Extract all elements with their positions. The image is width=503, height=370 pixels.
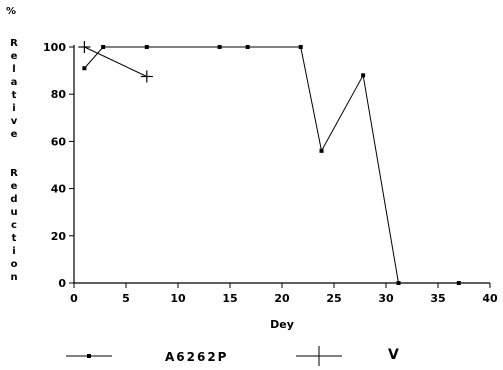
point-1-1 — [140, 70, 153, 83]
y-label-letter-2: l — [12, 64, 16, 75]
y-label-letter-10: e — [10, 181, 18, 192]
x-tick-label-5: 25 — [326, 292, 341, 305]
y-label-letter-17: n — [10, 272, 18, 283]
y-tick-label-2: 40 — [51, 183, 67, 196]
y-tick-label-4: 80 — [51, 88, 67, 101]
point-0-3 — [217, 45, 222, 49]
legend-marker-a6262p — [87, 354, 91, 358]
point-0-1 — [101, 45, 106, 49]
point-0-7 — [361, 73, 366, 78]
y-label-letter-11: d — [10, 194, 18, 205]
point-0-8 — [396, 281, 401, 285]
series-group — [78, 41, 461, 285]
legend-label-v: V — [388, 347, 401, 363]
x-ticks: 0 5 10 15 20 25 30 35 40 — [70, 283, 498, 305]
y-label-letter-5: i — [12, 103, 16, 114]
series-line-0 — [84, 46, 399, 284]
y-label-letter-14: t — [11, 233, 17, 244]
y-tick-label-0: 0 — [58, 277, 66, 290]
x-tick-label-0: 0 — [70, 292, 78, 305]
point-0-6 — [319, 148, 324, 153]
y-label-letter-13: c — [11, 220, 17, 231]
y-label-letter-3: a — [10, 77, 18, 88]
x-tick-label-7: 35 — [430, 292, 445, 305]
x-tick-label-6: 30 — [378, 292, 394, 305]
x-tick-label-1: 5 — [122, 292, 130, 305]
y-label-letter-16: o — [10, 259, 18, 270]
ylabel-unit: % — [6, 6, 17, 17]
y-label-letter-6: v — [10, 116, 18, 127]
y-tick-label-5: 100 — [43, 41, 66, 54]
series-line-1 — [84, 46, 148, 77]
x-tick-label-4: 20 — [274, 292, 290, 305]
point-0-9 — [456, 281, 461, 285]
x-axis-label: Dey — [270, 318, 294, 331]
y-ticks: 0 20 40 60 80 100 — [43, 41, 74, 290]
point-0-0 — [82, 66, 87, 71]
y-label-letter-15: i — [12, 246, 16, 257]
y-label-letter-12: u — [10, 207, 18, 218]
point-1-0 — [78, 41, 91, 53]
y-label-letter-4: t — [11, 90, 17, 101]
x-tick-label-3: 15 — [222, 292, 237, 305]
y-label-letter-9: R — [10, 168, 18, 179]
point-0-2 — [144, 45, 149, 49]
y-tick-label-3: 60 — [51, 135, 67, 148]
x-tick-label-2: 10 — [170, 292, 186, 305]
y-tick-label-1: 20 — [51, 230, 67, 243]
point-0-5 — [298, 45, 303, 49]
y-label-letter-7: e — [10, 129, 18, 140]
y-label-letter-1: e — [10, 51, 18, 62]
legend-label-a6262p: A6262P — [165, 350, 229, 364]
x-tick-label-8: 40 — [482, 292, 498, 305]
axes — [73, 45, 490, 284]
legend — [66, 346, 342, 366]
point-0-4 — [245, 45, 250, 49]
y-label-letter-0: R — [10, 38, 18, 49]
